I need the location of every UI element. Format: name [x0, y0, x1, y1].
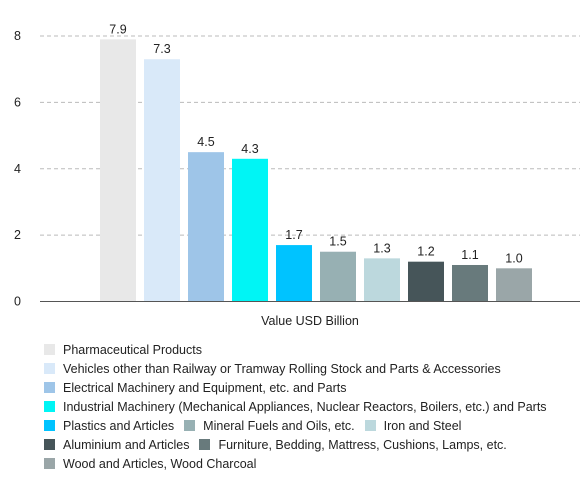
- legend-row: Pharmaceutical Products: [44, 340, 580, 359]
- legend-label: Pharmaceutical Products: [63, 342, 202, 357]
- bars: [100, 39, 532, 302]
- legend-row: Industrial Machinery (Mechanical Applian…: [44, 397, 580, 416]
- y-tick-label: 2: [14, 228, 21, 242]
- legend-swatch: [364, 420, 376, 431]
- legend-swatch: [44, 382, 55, 393]
- legend-label: Plastics and Articles: [63, 418, 175, 433]
- data-label: 4.3: [241, 142, 258, 156]
- legend-label: Mineral Fuels and Oils, etc.: [203, 418, 355, 433]
- chart-area: 0 2 4 6 8 7.9 7.3 4.5 4.3 1.7 1.5 1.3 1.2 1.1 1.0 Val…: [14, 22, 580, 328]
- legend-row: Electrical Machinery and Equipment, etc.…: [44, 378, 580, 397]
- data-labels: 7.9 7.3 4.5 4.3 1.7 1.5 1.3 1.2 1.1 1.0: [109, 22, 522, 265]
- data-label: 1.2: [417, 245, 434, 259]
- legend-row: Aluminium and Articles Furniture, Bedding…: [44, 435, 580, 454]
- bar: [232, 158, 268, 302]
- y-tick-label: 6: [14, 95, 21, 109]
- legend-row: Wood and Articles, Wood Charcoal: [44, 454, 580, 473]
- y-axis-ticks: 0 2 4 6 8: [14, 29, 21, 309]
- legend-label: Electrical Machinery and Equipment, etc.…: [63, 380, 347, 395]
- legend-item: Electrical Machinery and Equipment, etc.…: [44, 381, 346, 395]
- y-tick-label: 4: [14, 162, 21, 176]
- legend-swatch: [44, 439, 55, 450]
- legend-swatch: [44, 458, 55, 469]
- y-tick-label: 8: [14, 29, 21, 43]
- data-label: 1.7: [285, 228, 302, 242]
- data-label: 7.3: [153, 42, 170, 56]
- data-label: 4.5: [197, 135, 214, 149]
- legend-swatch: [44, 420, 55, 431]
- legend-label: Wood and Articles, Wood Charcoal: [63, 456, 257, 471]
- legend-swatch: [184, 420, 196, 431]
- legend-swatch: [44, 401, 55, 412]
- y-tick-label: 0: [14, 295, 21, 309]
- legend-item: Iron and Steel: [364, 418, 462, 433]
- data-label: 1.1: [461, 248, 478, 262]
- legend: Pharmaceutical Products Vehicles other th…: [44, 340, 580, 473]
- legend-item: Pharmaceutical Products: [44, 343, 202, 357]
- legend-label: Vehicles other than Railway or Tramway R…: [63, 361, 501, 376]
- legend-label: Industrial Machinery (Mechanical Applian…: [63, 399, 547, 414]
- bar: [496, 268, 532, 302]
- legend-row: Vehicles other than Railway or Tramway R…: [44, 359, 580, 378]
- bar: [320, 251, 356, 302]
- bar: [408, 261, 444, 302]
- grid-layer: [40, 35, 580, 236]
- data-label: 1.3: [373, 241, 390, 255]
- data-label: 7.9: [109, 22, 126, 36]
- bar: [364, 258, 400, 302]
- bar-chart: 0 2 4 6 8 7.9 7.3 4.5 4.3 1.7 1.5 1.3 1.2 1.1 1.0 Val…: [14, 22, 580, 328]
- data-label: 1.5: [329, 235, 346, 249]
- legend-item: Plastics and Articles: [44, 419, 174, 433]
- legend-item: Mineral Fuels and Oils, etc.: [184, 418, 355, 433]
- legend-swatch: [199, 439, 211, 450]
- legend-label: Aluminium and Articles: [63, 437, 190, 452]
- legend-item: Wood and Articles, Wood Charcoal: [44, 457, 256, 471]
- legend-label: Iron and Steel: [383, 418, 462, 433]
- legend-swatch: [44, 363, 55, 374]
- legend-item: Vehicles other than Railway or Tramway R…: [44, 362, 501, 376]
- bar: [144, 59, 180, 302]
- data-label: 1.0: [505, 251, 522, 265]
- x-axis-label: Value USD Billion: [261, 314, 359, 328]
- legend-item: Furniture, Bedding, Mattress, Cushions, …: [199, 437, 507, 452]
- bar: [452, 264, 488, 302]
- legend-item: Industrial Machinery (Mechanical Applian…: [44, 400, 547, 414]
- legend-item: Aluminium and Articles: [44, 438, 189, 452]
- legend-label: Furniture, Bedding, Mattress, Cushions, …: [218, 437, 507, 452]
- bar: [276, 245, 312, 302]
- legend-swatch: [44, 344, 55, 355]
- legend-row: Plastics and Articles Mineral Fuels and O…: [44, 416, 580, 435]
- bar: [100, 39, 136, 302]
- bar: [188, 152, 224, 302]
